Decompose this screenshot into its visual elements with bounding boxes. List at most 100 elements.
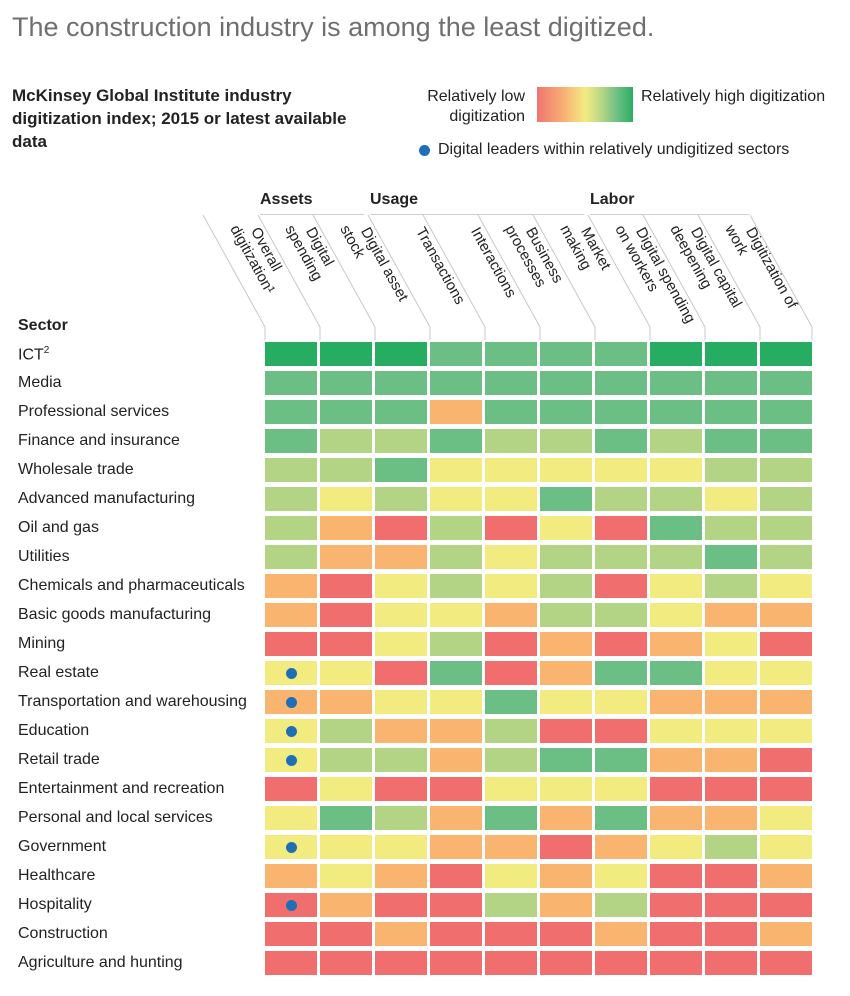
heatmap-cell [265,632,317,656]
heatmap-cell [320,777,372,801]
heatmap-cell [540,516,592,540]
heatmap-cell [430,342,482,366]
heatmap-cell [705,574,757,598]
row-label: Media [18,374,62,391]
heatmap-cell [485,545,537,569]
chart-subtitle: McKinsey Global Institute industry digit… [12,86,347,151]
heatmap-cell [705,864,757,888]
heatmap-cell [375,748,427,772]
heatmap-cell [705,545,757,569]
heatmap-cell [760,835,812,859]
heatmap-cell [265,835,317,859]
heatmap-cell [320,429,372,453]
heatmap-cell [375,661,427,685]
heatmap-cell [595,458,647,482]
heatmap-cell [650,429,702,453]
heatmap-cell [760,864,812,888]
heatmap-cell [595,400,647,424]
heatmap-cell [375,951,427,975]
heatmap-cell [265,429,317,453]
heatmap-cell [705,429,757,453]
heatmap-cell [485,400,537,424]
heatmap-cell [705,922,757,946]
heatmap-cell [375,719,427,743]
column-divider-line [697,214,761,340]
heatmap-cell [430,864,482,888]
heatmap-cell [540,458,592,482]
column-group-label: Labor [590,191,635,208]
heatmap-cell [375,458,427,482]
heatmap-cell [540,371,592,395]
heatmap-cell [760,951,812,975]
column-header-lines [202,214,813,340]
heatmap-cell [485,806,537,830]
heatmap-cell [320,632,372,656]
heatmap-cell [375,545,427,569]
heatmap-cell [540,661,592,685]
heatmap-cell [760,371,812,395]
heatmap-cell [650,487,702,511]
heatmap-cell [430,690,482,714]
heatmap-cell [265,719,317,743]
heatmap-cell [595,429,647,453]
legend-low-label: Relatively low digitization [427,88,525,125]
heatmap-cell [485,632,537,656]
heatmap-cell [595,748,647,772]
heatmap-cell [265,487,317,511]
heatmap-cell [705,806,757,830]
heatmap-cell [540,487,592,511]
legend-dot-icon [419,145,430,156]
heatmap-cell [430,429,482,453]
heatmap-cell [265,806,317,830]
heatmap-cell [705,400,757,424]
heatmap-cell [375,516,427,540]
heatmap-cell [430,371,482,395]
heatmap-cell [265,951,317,975]
heatmap-cell [760,632,812,656]
row-label: Personal and local services [18,809,213,826]
heatmap-cell [705,516,757,540]
column-group-underline [590,214,749,215]
heatmap-cell [265,458,317,482]
heatmap-cell [760,574,812,598]
heatmap-cell [485,922,537,946]
heatmap-cell [650,342,702,366]
heatmap-cell [705,632,757,656]
heatmap-cell [705,951,757,975]
heatmap-cell [485,603,537,627]
row-label: Transportation and warehousing [18,693,247,710]
row-label: Agriculture and hunting [18,954,183,971]
column-divider-line [477,214,541,340]
row-header-sector: Sector [18,317,68,334]
heatmap-cell [595,777,647,801]
heatmap-cell [430,574,482,598]
row-label: Government [18,838,107,855]
legend-high-label: Relatively high digitization [641,88,826,105]
heatmap-cell [705,458,757,482]
heatmap-cell [485,690,537,714]
heatmap-cell [705,661,757,685]
heatmap-cell [650,690,702,714]
heatmap-cell [485,487,537,511]
digital-leader-dot-icon [286,668,297,679]
heatmap-cell [375,893,427,917]
heatmap-cell [375,487,427,511]
heatmap-cell [540,603,592,627]
heatmap-cell [540,719,592,743]
heatmap-cell [485,777,537,801]
heatmap-cell [760,748,812,772]
heatmap-cell [320,719,372,743]
heatmap-cell [320,835,372,859]
heatmap-cell [760,690,812,714]
heatmap-cell [320,922,372,946]
heatmap-cell [540,806,592,830]
heatmap-cell [485,864,537,888]
heatmap-cell [705,342,757,366]
heatmap-cell [650,632,702,656]
heatmap-cell [375,922,427,946]
heatmap-cell [650,371,702,395]
heatmap-cell [265,922,317,946]
digital-leader-dot-icon [286,842,297,853]
heatmap-cell [430,487,482,511]
heatmap-cell [320,371,372,395]
